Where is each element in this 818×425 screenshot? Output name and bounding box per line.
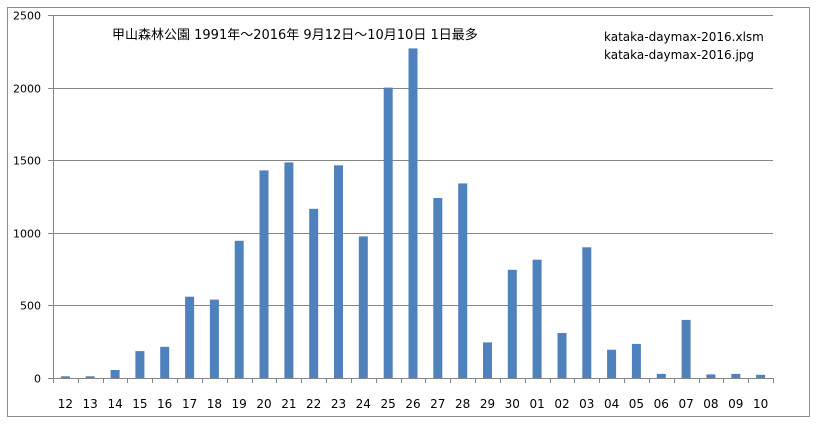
x-tick-label: 17	[182, 397, 197, 411]
bar-03	[582, 247, 592, 378]
bar-13	[85, 376, 95, 378]
x-tick-label: 24	[356, 397, 371, 411]
x-tick-label: 21	[281, 397, 296, 411]
bar-17	[185, 296, 195, 378]
x-tick-label: 09	[728, 397, 743, 411]
bar-24	[358, 236, 368, 378]
x-tick-label: 27	[430, 397, 445, 411]
bar-01	[532, 259, 542, 378]
bar-28	[458, 183, 468, 378]
x-tick-label: 01	[529, 397, 544, 411]
bar-27	[433, 198, 443, 378]
bar-16	[160, 346, 170, 378]
bar-15	[135, 351, 145, 378]
x-tick-label: 04	[604, 397, 619, 411]
x-tick-label: 02	[554, 397, 569, 411]
x-tick-label: 14	[107, 397, 122, 411]
x-tick-label: 20	[256, 397, 271, 411]
x-tick-label: 30	[505, 397, 520, 411]
bar-02	[557, 333, 567, 378]
x-tick-label: 18	[207, 397, 222, 411]
x-tick-label: 28	[455, 397, 470, 411]
bar-22	[309, 208, 319, 378]
bar-06	[656, 373, 666, 378]
x-tick-label: 22	[306, 397, 321, 411]
bar-20	[259, 170, 269, 378]
x-tick-label: 06	[654, 397, 669, 411]
bar-29	[483, 342, 492, 378]
y-tick-label: 500	[20, 300, 41, 313]
x-tick-label: 16	[157, 397, 172, 411]
bar-09	[731, 373, 741, 378]
x-tick-label: 15	[132, 397, 147, 411]
chart-title: 甲山森林公園 1991年～2016年 9月12日～10月10日 1日最多	[112, 28, 478, 43]
annotation-xlsm-filename: kataka-daymax-2016.xlsm	[604, 30, 764, 44]
bar-05	[631, 343, 641, 378]
bar-21	[284, 162, 294, 378]
x-tick-label: 19	[232, 397, 247, 411]
bar-12	[60, 376, 70, 378]
x-tick-label: 13	[83, 397, 98, 411]
bar-07	[681, 319, 691, 378]
y-tick-label: 2000	[13, 83, 41, 96]
x-tick-label: 07	[678, 397, 693, 411]
bar-25	[383, 87, 393, 378]
x-tick-label: 25	[381, 397, 396, 411]
x-tick-label: 03	[579, 397, 594, 411]
x-tick-label: 12	[58, 397, 73, 411]
x-tick-label: 10	[753, 397, 768, 411]
bar-04	[607, 349, 617, 378]
bar-14	[110, 370, 120, 378]
bar-19	[234, 240, 244, 378]
y-tick-label: 0	[34, 373, 41, 386]
bar-26	[408, 48, 418, 379]
x-tick-label: 23	[331, 397, 346, 411]
bar-10	[756, 374, 766, 378]
x-tick-label: 08	[703, 397, 718, 411]
x-tick-label: 26	[405, 397, 420, 411]
x-tick-label: 29	[480, 397, 495, 411]
bar-30	[507, 269, 517, 378]
y-tick-label: 1500	[13, 155, 41, 168]
y-tick-label: 1000	[13, 228, 41, 241]
x-tick-label: 05	[629, 397, 644, 411]
bar-08	[706, 374, 716, 378]
bar-18	[209, 299, 219, 378]
annotation-jpg-filename: kataka-daymax-2016.jpg	[604, 48, 755, 62]
y-tick-label: 2500	[13, 10, 41, 23]
bar-23	[334, 165, 343, 378]
